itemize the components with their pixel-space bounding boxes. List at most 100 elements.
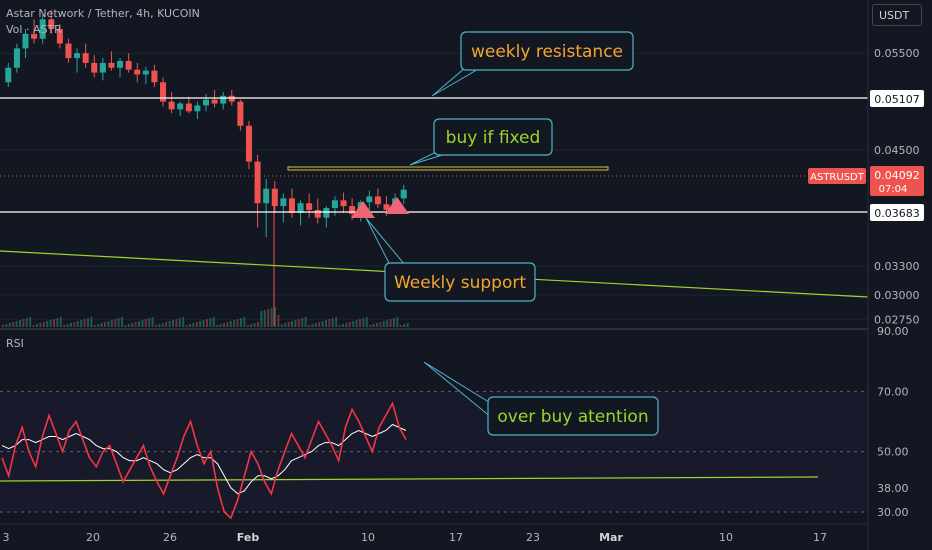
- volume-bar: [206, 319, 208, 327]
- candle-body: [271, 188, 278, 207]
- time-tick-label: 23: [526, 531, 540, 544]
- volume-bar: [280, 324, 283, 327]
- candle-body: [349, 206, 356, 214]
- currency-button[interactable]: USDT: [872, 4, 922, 26]
- candle-body: [245, 125, 252, 162]
- callout-over-buy[interactable]: over buy atention: [423, 361, 659, 436]
- volume-bar: [110, 320, 113, 327]
- rsi-tick-label: 70.00: [877, 385, 909, 398]
- volume-bar: [93, 325, 96, 327]
- symbol-title[interactable]: Astar Network / Tether, 4h, KUCOIN: [6, 7, 200, 20]
- time-tick-label: 26: [163, 531, 177, 544]
- volume-bar: [195, 322, 198, 327]
- volume-bar: [372, 324, 375, 327]
- volume-bar: [124, 325, 127, 327]
- volume-bar: [365, 317, 368, 327]
- volume-bar: [185, 325, 188, 327]
- callout-buy-if-fixed[interactable]: buy if fixed: [409, 118, 553, 166]
- volume-bar: [369, 325, 372, 327]
- candle-body: [280, 198, 287, 207]
- rsi-ma-line: [1, 423, 407, 495]
- volume-bar: [250, 324, 253, 327]
- price-tick-label: 0.03000: [874, 289, 920, 302]
- volume-bar: [202, 320, 205, 327]
- volume-bar: [12, 322, 15, 327]
- volume-bar: [277, 315, 280, 327]
- candle-body: [383, 204, 390, 210]
- volume-bar: [260, 311, 263, 327]
- volume-bar: [399, 325, 402, 327]
- volume-bar: [161, 323, 164, 327]
- candle-body: [297, 203, 304, 213]
- candle-body: [91, 62, 98, 73]
- candle-body: [117, 60, 124, 68]
- volume-bar: [131, 323, 134, 327]
- volume-bar: [76, 321, 79, 327]
- volume-bar: [127, 324, 130, 327]
- volume-bar: [8, 323, 11, 327]
- rsi-line: [1, 401, 407, 520]
- support-marker-2: [385, 197, 409, 214]
- time-tick-label: 10: [361, 531, 375, 544]
- candle-body: [220, 95, 227, 104]
- rsi-tick-label: 50.00: [877, 446, 909, 459]
- volume-bar: [87, 318, 89, 327]
- volume-bar: [39, 323, 42, 327]
- volume-bar: [100, 323, 103, 327]
- resistance-price-badge: 0.05107: [870, 90, 924, 107]
- volume-bar: [104, 322, 106, 327]
- volume-bar: [29, 317, 32, 327]
- volume-bar: [338, 325, 341, 327]
- volume-bar: [233, 320, 236, 327]
- chart-header: Astar Network / Tether, 4h, KUCOIN Vol ·…: [6, 6, 200, 38]
- volume-bar: [382, 321, 385, 327]
- volume-bar: [63, 325, 66, 327]
- rsi-band-fill: [0, 391, 868, 512]
- volume-bar: [321, 321, 324, 327]
- rsi-title[interactable]: RSI: [6, 337, 24, 350]
- yellow-level-box[interactable]: [287, 166, 609, 171]
- price-tick-label: 0.03300: [874, 260, 920, 273]
- volume-bar: [5, 324, 8, 327]
- price-axis[interactable]: 0.05500 0.04500 0.03300 0.03000 0.02750: [874, 47, 920, 326]
- volume-bar: [49, 320, 52, 327]
- volume-bar: [219, 324, 222, 327]
- candle-body: [56, 29, 63, 44]
- volume-bar: [144, 319, 147, 327]
- volume-bar: [56, 318, 59, 327]
- volume-bars: [2, 307, 409, 327]
- candle-body: [306, 203, 313, 210]
- candle-body: [237, 101, 244, 126]
- time-axis[interactable]: 3 20 26 Feb 10 17 23 Mar 10 17: [3, 531, 828, 544]
- candle-body: [263, 188, 270, 204]
- volume-bar: [90, 317, 93, 327]
- callout-weekly-resistance[interactable]: weekly resistance: [431, 31, 634, 97]
- weekly-resistance-label: weekly resistance: [471, 42, 623, 62]
- candle-body: [314, 209, 321, 218]
- volume-bar: [304, 317, 307, 327]
- volume-bar: [73, 322, 76, 327]
- volume-bar: [301, 318, 304, 327]
- volume-bar: [66, 324, 69, 327]
- volume-bar: [362, 318, 365, 327]
- volume-legend[interactable]: Vol · ASTR: [6, 23, 62, 36]
- rsi-axis[interactable]: 90.00 70.00 50.00 38.00 30.00: [877, 325, 909, 519]
- rsi-trendline[interactable]: [0, 476, 819, 482]
- volume-bar: [270, 308, 273, 327]
- candle-body: [374, 196, 381, 205]
- candle-body: [331, 200, 338, 209]
- volume-bar: [158, 324, 161, 327]
- volume-bar: [199, 321, 202, 327]
- callout-weekly-support[interactable]: Weekly support: [365, 217, 536, 302]
- candle-body: [366, 196, 373, 203]
- volume-bar: [59, 317, 62, 327]
- candle-body: [13, 48, 20, 68]
- volume-bar: [155, 325, 157, 327]
- volume-bar: [328, 319, 331, 327]
- candle-body: [194, 105, 201, 112]
- volume-bar: [352, 321, 355, 327]
- volume-bar: [36, 324, 38, 327]
- weekly-support-label: Weekly support: [394, 273, 526, 293]
- candle-body: [142, 70, 149, 75]
